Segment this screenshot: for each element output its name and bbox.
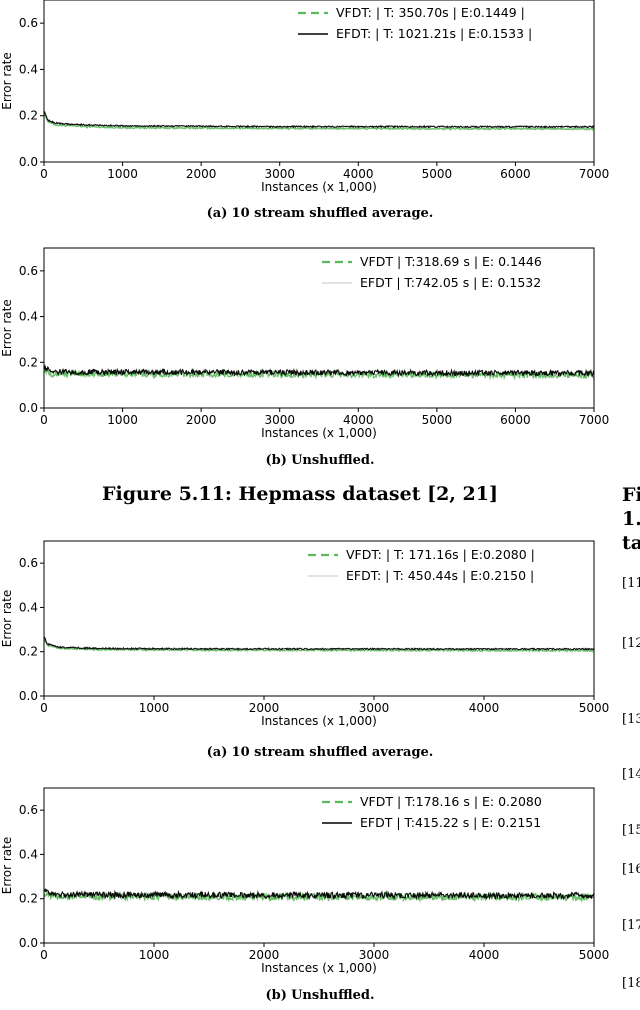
caption-b-2: (b) Unshuffled.	[265, 988, 375, 1003]
x-tick-label: 6000	[500, 413, 531, 427]
x-tick-label: 1000	[139, 701, 170, 715]
x-tick-label: 6000	[500, 167, 531, 181]
chart-svg: 0.0 0.2 0.4 0.6 0 1000 2000 3000 4000 5000 6000 700…	[0, 247, 609, 440]
x-tick-label: 4000	[343, 413, 374, 427]
x-tick-label: 5000	[579, 701, 610, 715]
x-axis-label: Instances (x 1,000)	[261, 426, 377, 440]
x-tick-label: 1000	[107, 167, 138, 181]
reference-fragment: [11	[622, 576, 640, 591]
reference-fragment: [18	[622, 976, 640, 991]
chart-hepmass-unshuffled: 0.0 0.2 0.4 0.6 0 1000 2000 3000 4000 5000 6000 700…	[0, 240, 609, 450]
reference-fragment: [14	[622, 767, 640, 782]
caption-a-2: (a) 10 stream shuffled average.	[206, 745, 434, 760]
x-tick-label: 7000	[579, 413, 610, 427]
chart-hepmass-shuffled: 0.0 0.2 0.4 0.6 0 1000 2000 3000 4000 5000 6000 700…	[0, 0, 609, 200]
reference-fragment: [17	[622, 918, 640, 933]
y-tick-label: 0.2	[19, 645, 38, 659]
plot-frame	[43, 787, 595, 944]
reference-fragment: [15	[622, 823, 640, 838]
x-tick-label: 4000	[343, 167, 374, 181]
figure-title: Figure 5.11: Hepmass dataset [2, 21]	[102, 483, 498, 505]
x-tick-label: 2000	[186, 413, 217, 427]
chart-next-shuffled: 0.0 0.2 0.4 0.6 0 1000 2000 3000 4000 5000 Instanc…	[0, 533, 609, 743]
legend-label: VFDT: | T: 171.16s | E:0.2080 |	[346, 547, 535, 562]
y-tick-label: 0.6	[19, 16, 38, 30]
caption-b-1: (b) Unshuffled.	[265, 453, 375, 468]
plot-frame	[43, 0, 595, 163]
plot-frame	[43, 247, 595, 409]
x-tick-label: 3000	[359, 701, 390, 715]
series-line-vfdt	[43, 113, 595, 132]
y-tick-label: 0.0	[19, 155, 38, 169]
chart-svg: 0.0 0.2 0.4 0.6 0 1000 2000 3000 4000 5000 Instanc…	[0, 540, 609, 728]
chart-svg: 0.0 0.2 0.4 0.6 0 1000 2000 3000 4000 5000 Instanc…	[0, 787, 609, 975]
chart-next-unshuffled: 0.0 0.2 0.4 0.6 0 1000 2000 3000 4000 5000 Instanc…	[0, 780, 609, 990]
x-axis-label: Instances (x 1,000)	[261, 961, 377, 975]
legend-label: VFDT | T:318.69 s | E: 0.1446	[360, 254, 542, 269]
y-tick-label: 0.0	[19, 689, 38, 703]
x-tick-label: 2000	[249, 701, 280, 715]
y-tick-label: 0.4	[19, 310, 38, 324]
heading-fragment: ta	[622, 532, 640, 554]
x-tick-label: 2000	[186, 167, 217, 181]
x-tick-label: 4000	[469, 948, 500, 962]
x-tick-label: 5000	[422, 167, 453, 181]
legend-label: EFDT | T:415.22 s | E: 0.2151	[360, 815, 541, 830]
series-line-efdt	[43, 887, 595, 901]
x-tick-label: 3000	[264, 413, 295, 427]
caption-a-1: (a) 10 stream shuffled average.	[206, 206, 434, 221]
x-tick-label: 0	[40, 413, 48, 427]
y-tick-label: 0.6	[19, 264, 38, 278]
x-tick-label: 0	[40, 701, 48, 715]
chart-svg: 0.0 0.2 0.4 0.6 0 1000 2000 3000 4000 5000 6000 700…	[0, 0, 609, 194]
y-tick-label: 0.2	[19, 355, 38, 369]
y-tick-label: 0.4	[19, 600, 38, 614]
y-tick-label: 0.4	[19, 847, 38, 861]
y-axis-label: Error rate	[0, 837, 14, 894]
y-axis-label: Error rate	[0, 299, 14, 356]
y-tick-label: 0.0	[19, 936, 38, 950]
x-tick-label: 1000	[107, 413, 138, 427]
series-line-efdt	[43, 110, 595, 129]
x-tick-label: 7000	[579, 167, 610, 181]
series-line-efdt	[43, 364, 595, 378]
x-tick-label: 1000	[139, 948, 170, 962]
x-axis-label: Instances (x 1,000)	[261, 714, 377, 728]
legend-label: EFDT | T:742.05 s | E: 0.1532	[360, 275, 541, 290]
x-tick-label: 4000	[469, 701, 500, 715]
reference-fragment: [12	[622, 636, 640, 651]
series-line-efdt	[43, 636, 595, 651]
x-tick-label: 5000	[579, 948, 610, 962]
legend-label: VFDT: | T: 350.70s | E:0.1449 |	[336, 5, 525, 20]
y-tick-label: 0.6	[19, 803, 38, 817]
x-tick-label: 5000	[422, 413, 453, 427]
y-tick-label: 0.2	[19, 109, 38, 123]
y-tick-label: 0.6	[19, 556, 38, 570]
reference-fragment: [16	[622, 862, 640, 877]
y-tick-label: 0.2	[19, 892, 38, 906]
plot-frame	[43, 540, 595, 697]
x-tick-label: 0	[40, 948, 48, 962]
heading-fragment: 1.	[622, 508, 640, 530]
legend-label: EFDT: | T: 1021.21s | E:0.1533 |	[336, 26, 532, 41]
x-tick-label: 3000	[264, 167, 295, 181]
series-line-vfdt	[43, 638, 595, 653]
legend-label: EFDT: | T: 450.44s | E:0.2150 |	[346, 568, 534, 583]
x-tick-label: 0	[40, 167, 48, 181]
y-axis-label: Error rate	[0, 590, 14, 647]
x-axis-label: Instances (x 1,000)	[261, 180, 377, 194]
reference-fragment: [13	[622, 712, 640, 727]
x-tick-label: 2000	[249, 948, 280, 962]
right-column-fragment: Fi 1. ta [11 [12 [13 [14 [15 [16 [17 [18	[602, 0, 640, 1010]
y-tick-label: 0.4	[19, 62, 38, 76]
heading-fragment: Fi	[622, 484, 640, 506]
legend-label: VFDT | T:178.16 s | E: 0.2080	[360, 794, 542, 809]
y-tick-label: 0.0	[19, 401, 38, 415]
x-tick-label: 3000	[359, 948, 390, 962]
y-axis-label: Error rate	[0, 52, 14, 109]
